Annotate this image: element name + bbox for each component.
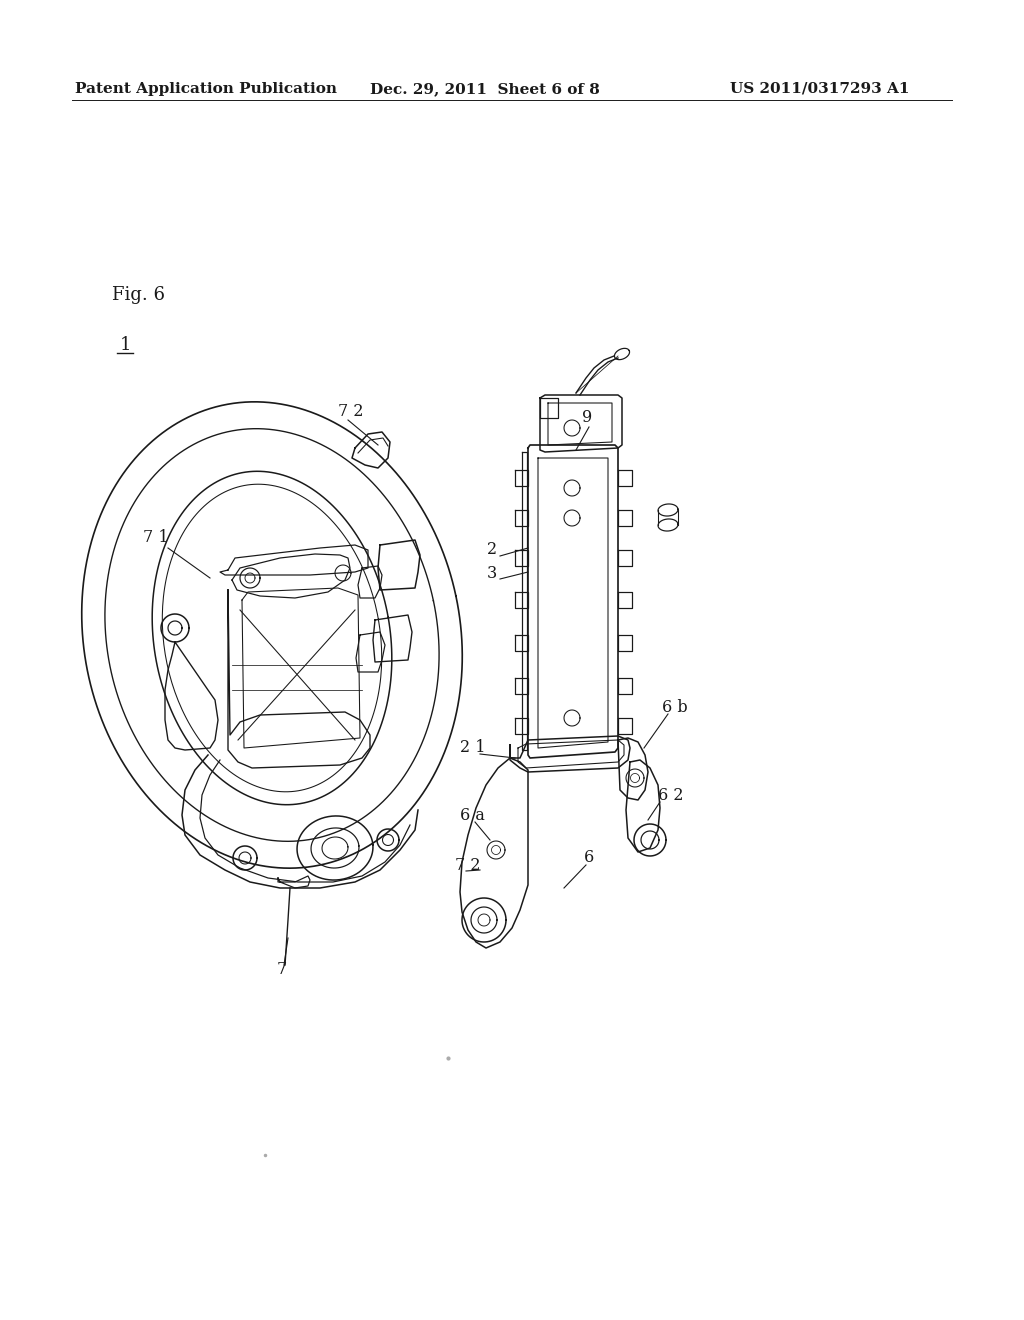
Text: 7: 7	[278, 961, 288, 978]
Text: 2 1: 2 1	[460, 739, 485, 756]
Text: Patent Application Publication: Patent Application Publication	[75, 82, 337, 96]
Text: 7 2: 7 2	[455, 857, 480, 874]
Text: US 2011/0317293 A1: US 2011/0317293 A1	[730, 82, 909, 96]
Text: Fig. 6: Fig. 6	[112, 286, 165, 304]
Text: 7 2: 7 2	[338, 404, 364, 421]
Text: 2: 2	[487, 541, 497, 558]
Text: 6 b: 6 b	[662, 700, 688, 717]
Text: 3: 3	[487, 565, 498, 582]
Text: 7 1: 7 1	[143, 529, 169, 546]
Text: 1: 1	[120, 337, 131, 354]
Text: Dec. 29, 2011  Sheet 6 of 8: Dec. 29, 2011 Sheet 6 of 8	[370, 82, 600, 96]
Text: 9: 9	[582, 409, 592, 426]
Text: 6: 6	[584, 850, 594, 866]
Text: 6 2: 6 2	[658, 787, 683, 804]
Text: 6 a: 6 a	[460, 807, 485, 824]
